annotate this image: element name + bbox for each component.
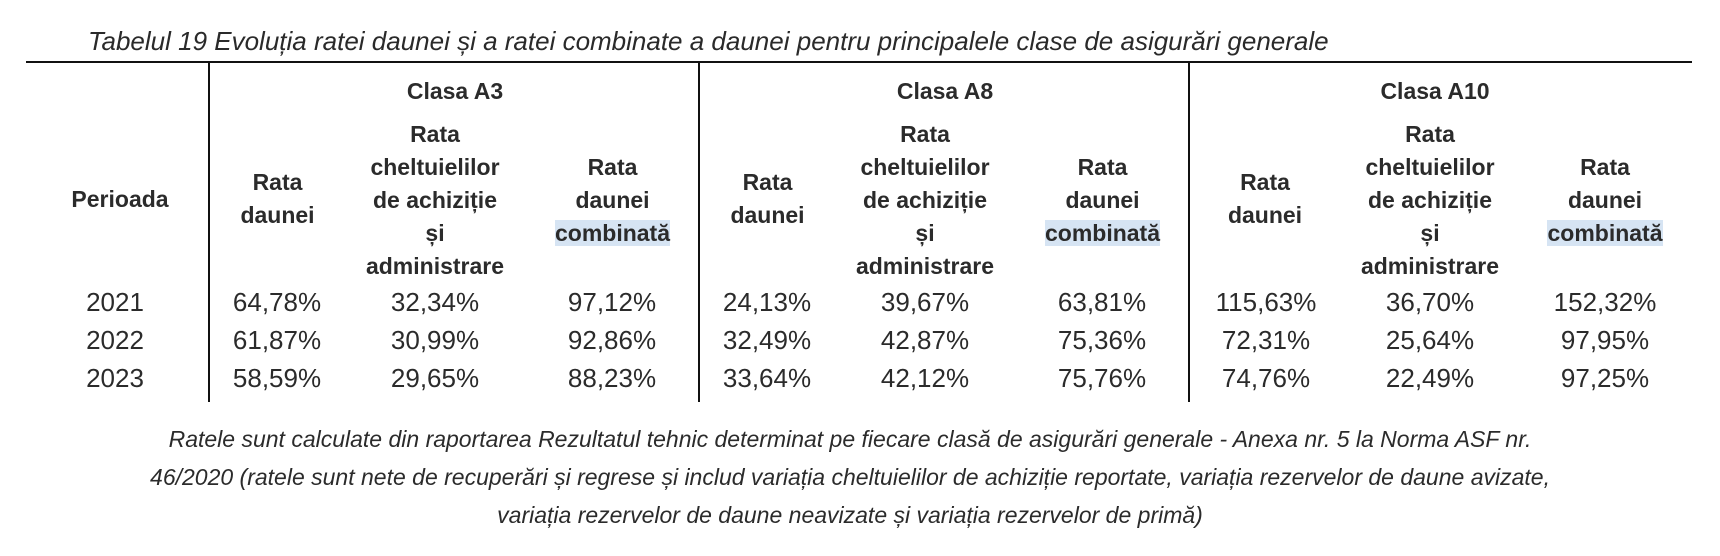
table-cell: 63,81%: [1057, 287, 1147, 317]
table-cell: 36,70%: [1385, 287, 1475, 317]
table-cell: 42,12%: [880, 363, 970, 393]
table-cell: 30,99%: [390, 325, 480, 355]
table-cell: 92,86%: [567, 325, 657, 355]
period-header: Perioada: [71, 186, 169, 212]
table-cell: 115,63%: [1215, 287, 1317, 317]
a8-expense-ratio-header: Rata cheltuielilor de achiziție și administr…: [855, 121, 995, 279]
table-cell: 22,49%: [1385, 363, 1475, 393]
table-cell: 75,36%: [1057, 325, 1147, 355]
table-cell: 24,13%: [722, 287, 812, 317]
a10-combined-ratio-header: Rata daunei combinată: [1547, 154, 1663, 246]
table-cell: 32,49%: [722, 325, 812, 355]
row-period: 2022: [86, 325, 144, 355]
a10-claims-ratio-header: Rata daunei: [1227, 169, 1303, 228]
table-caption: Tabelul 19 Evoluția ratei daunei și a ra…: [88, 26, 1329, 56]
table-cell: 64,78%: [232, 287, 322, 317]
table-cell: 88,23%: [567, 363, 657, 393]
table-cell: 42,87%: [880, 325, 970, 355]
table-cell: 75,76%: [1057, 363, 1147, 393]
table-footnote: Ratele sunt calculate din raportarea Rez…: [150, 426, 1550, 528]
table-cell: 39,67%: [880, 287, 970, 317]
table-cell: 72,31%: [1221, 325, 1311, 355]
class-a3-header: Clasa A3: [406, 78, 504, 104]
a3-combined-ratio-header: Rata daunei combinată: [554, 154, 671, 246]
table-cell: 61,87%: [232, 325, 322, 355]
table-cell: 97,95%: [1560, 325, 1650, 355]
a3-claims-ratio-header: Rata daunei: [240, 169, 315, 228]
table-cell: 29,65%: [390, 363, 480, 393]
class-a8-header: Clasa A8: [896, 78, 994, 104]
a10-expense-ratio-header: Rata cheltuielilor de achiziție și administr…: [1360, 121, 1500, 279]
table-cell: 58,59%: [232, 363, 322, 393]
table-cell: 32,34%: [390, 287, 480, 317]
a8-claims-ratio-header: Rata daunei: [730, 169, 805, 228]
divider-period: [208, 63, 210, 402]
table-cell: 74,76%: [1221, 363, 1311, 393]
table-cell: 97,25%: [1560, 363, 1650, 393]
row-period: 2021: [86, 287, 144, 317]
row-period: 2023: [86, 363, 144, 393]
table-cell: 33,64%: [722, 363, 812, 393]
class-a10-header: Clasa A10: [1380, 78, 1490, 104]
a3-expense-ratio-header: Rata cheltuielilor de achiziție și administr…: [365, 121, 505, 279]
table-cell: 25,64%: [1385, 325, 1475, 355]
divider-a8-a10: [1188, 63, 1190, 402]
divider-a3-a8: [698, 63, 700, 402]
table-cell: 152,32%: [1553, 287, 1657, 317]
a8-combined-ratio-header: Rata daunei combinată: [1044, 154, 1161, 246]
top-rule: [26, 61, 1692, 63]
table-cell: 97,12%: [567, 287, 657, 317]
